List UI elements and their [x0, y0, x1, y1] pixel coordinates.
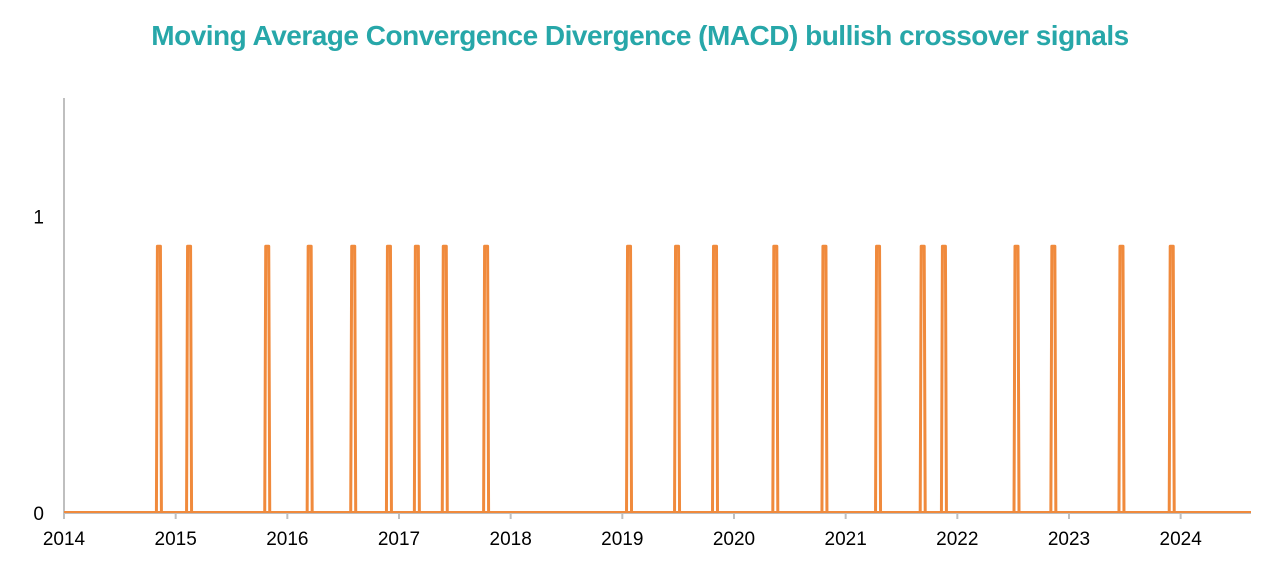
x-tick-label: 2017 [378, 529, 420, 550]
x-tick-label: 2014 [43, 529, 86, 550]
signal-spike [820, 244, 829, 514]
signal-spike [874, 244, 883, 514]
signal-spike [440, 244, 449, 514]
chart-title: Moving Average Convergence Divergence (M… [151, 20, 1129, 51]
signal-spike [305, 244, 314, 514]
axes [63, 98, 1251, 519]
signal-spike [412, 244, 421, 514]
x-tick-label: 2016 [266, 529, 308, 550]
signal-spike [939, 244, 948, 514]
tick-labels: 2014 2015 2016 2017 2018 2019 2020 2021 2022 2023… [33, 208, 1202, 550]
x-tick-label: 2021 [825, 529, 867, 550]
signal-spike [771, 244, 780, 514]
signal-spike [185, 244, 194, 514]
signal-spike [625, 244, 634, 514]
x-tick-label: 2023 [1048, 529, 1090, 550]
signal-spike [918, 244, 927, 514]
y-tick-label: 0 [33, 504, 44, 525]
signal-spike [1167, 244, 1176, 514]
signal-spike [349, 244, 358, 514]
y-tick-label: 1 [33, 208, 44, 229]
signal-spike [1012, 244, 1021, 514]
x-tick-label: 2022 [936, 529, 978, 550]
signal-spike [482, 244, 491, 514]
signal-spike [673, 244, 682, 514]
x-tick-label: 2020 [713, 529, 755, 550]
signal-spike [384, 244, 393, 514]
signal-spike [1117, 244, 1126, 514]
x-tick-label: 2018 [490, 529, 532, 550]
signal-marks [64, 244, 1251, 514]
signal-spike [154, 244, 163, 514]
signal-spike [263, 244, 272, 514]
signal-spike [711, 244, 720, 514]
signal-spike [1049, 244, 1058, 514]
x-tick-label: 2019 [601, 529, 643, 550]
x-tick-label: 2024 [1160, 529, 1203, 550]
x-tick-label: 2015 [155, 529, 197, 550]
